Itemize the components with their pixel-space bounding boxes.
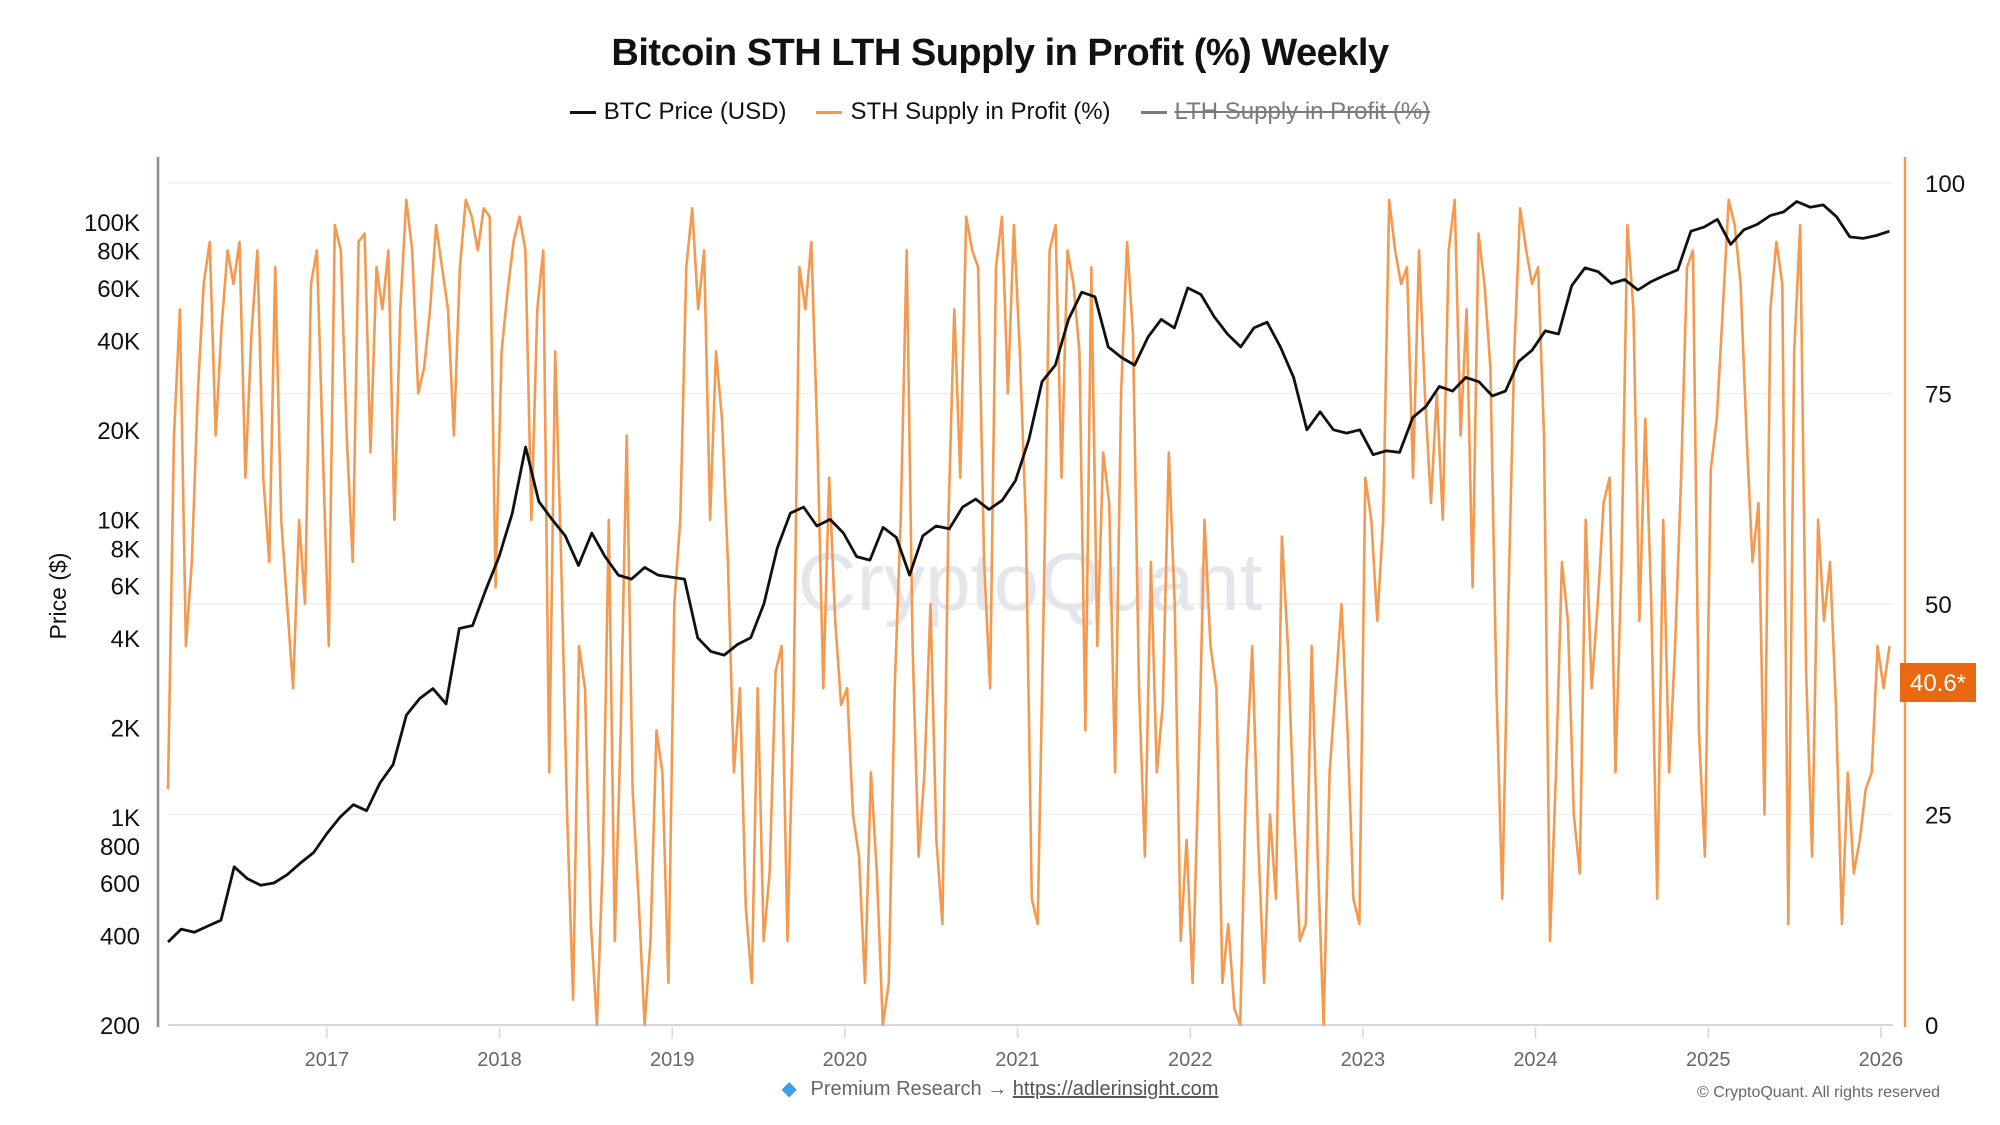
legend-swatch-btc <box>569 110 596 114</box>
current-value-badge: 40.6* <box>1900 663 1976 702</box>
left-tick-label: 800 <box>100 834 140 861</box>
legend-item-btc-price[interactable]: BTC Price (USD) <box>569 98 787 126</box>
left-tick-label: 40K <box>97 328 140 355</box>
watermark: CryptoQuant <box>798 537 1263 628</box>
x-axis-ticks: 2017 2018 2019 2020 2021 2022 2023 2024 2025 2026 <box>305 1027 1904 1071</box>
legend-item-lth-profit[interactable]: LTH Supply in Profit (%) <box>1140 98 1431 126</box>
legend-label-btc: BTC Price (USD) <box>603 98 787 125</box>
left-tick-label: 200 <box>100 1013 140 1040</box>
left-tick-label: 400 <box>100 923 140 950</box>
x-tick-label: 2020 <box>823 1049 868 1071</box>
copyright: © CryptoQuant. All rights reserved <box>1697 1084 1940 1101</box>
left-tick-label: 1K <box>111 805 140 832</box>
right-tick-label: 25 <box>1925 803 1952 830</box>
left-axis-label: Price ($) <box>45 553 71 640</box>
legend-item-sth-profit[interactable]: STH Supply in Profit (%) <box>816 98 1111 126</box>
legend-swatch-lth <box>1140 110 1167 114</box>
right-tick-label: 0 <box>1925 1013 1938 1040</box>
x-tick-label: 2022 <box>1168 1049 1213 1071</box>
left-tick-label: 4K <box>111 626 140 653</box>
legend-label-lth: LTH Supply in Profit (%) <box>1174 98 1431 125</box>
current-value-text: 40.6* <box>1910 670 1966 697</box>
right-tick-label: 100 <box>1925 171 1965 198</box>
left-tick-label: 80K <box>97 239 140 266</box>
right-tick-label: 75 <box>1925 382 1952 409</box>
chart-title: Bitcoin STH LTH Supply in Profit (%) Wee… <box>611 32 1389 74</box>
x-tick-label: 2025 <box>1686 1049 1731 1071</box>
x-tick-label: 2023 <box>1341 1049 1386 1071</box>
legend-swatch-sth <box>816 110 843 114</box>
left-tick-label: 600 <box>100 871 140 898</box>
x-tick-label: 2019 <box>650 1049 695 1071</box>
right-tick-label: 50 <box>1925 592 1952 619</box>
left-tick-label: 100K <box>84 210 140 237</box>
current-value-badge-bg <box>1900 663 1976 702</box>
diamond-icon: ◆ <box>781 1078 797 1100</box>
left-tick-label: 20K <box>97 418 140 445</box>
left-tick-label: 10K <box>97 507 140 534</box>
axes <box>156 157 1907 1027</box>
x-tick-label: 2018 <box>477 1049 522 1071</box>
footer-premium: ◆ Premium Research → https://adlerinsigh… <box>0 1076 2000 1101</box>
left-tick-label: 60K <box>97 276 140 303</box>
right-axis-ticks: 0 25 50 75 100 <box>1925 171 1965 1040</box>
price-line <box>167 200 1890 944</box>
left-tick-label: 2K <box>111 715 140 742</box>
sth-series <box>166 198 1891 1027</box>
x-tick-label: 2021 <box>995 1049 1040 1071</box>
legend-label-sth: STH Supply in Profit (%) <box>850 98 1111 125</box>
x-tick-label: 2026 <box>1859 1049 1904 1071</box>
x-tick-label: 2024 <box>1513 1049 1558 1071</box>
left-tick-label: 8K <box>111 536 140 563</box>
price-series <box>167 200 1890 944</box>
left-tick-label: 6K <box>111 573 140 600</box>
sth-line <box>166 198 1891 1027</box>
premium-link[interactable]: https://adlerinsight.com <box>1012 1078 1219 1100</box>
premium-label: Premium Research → <box>810 1078 1008 1100</box>
chart-legend: BTC Price (USD) STH Supply in Profit (%)… <box>0 98 2000 126</box>
x-tick-label: 2017 <box>305 1049 350 1071</box>
